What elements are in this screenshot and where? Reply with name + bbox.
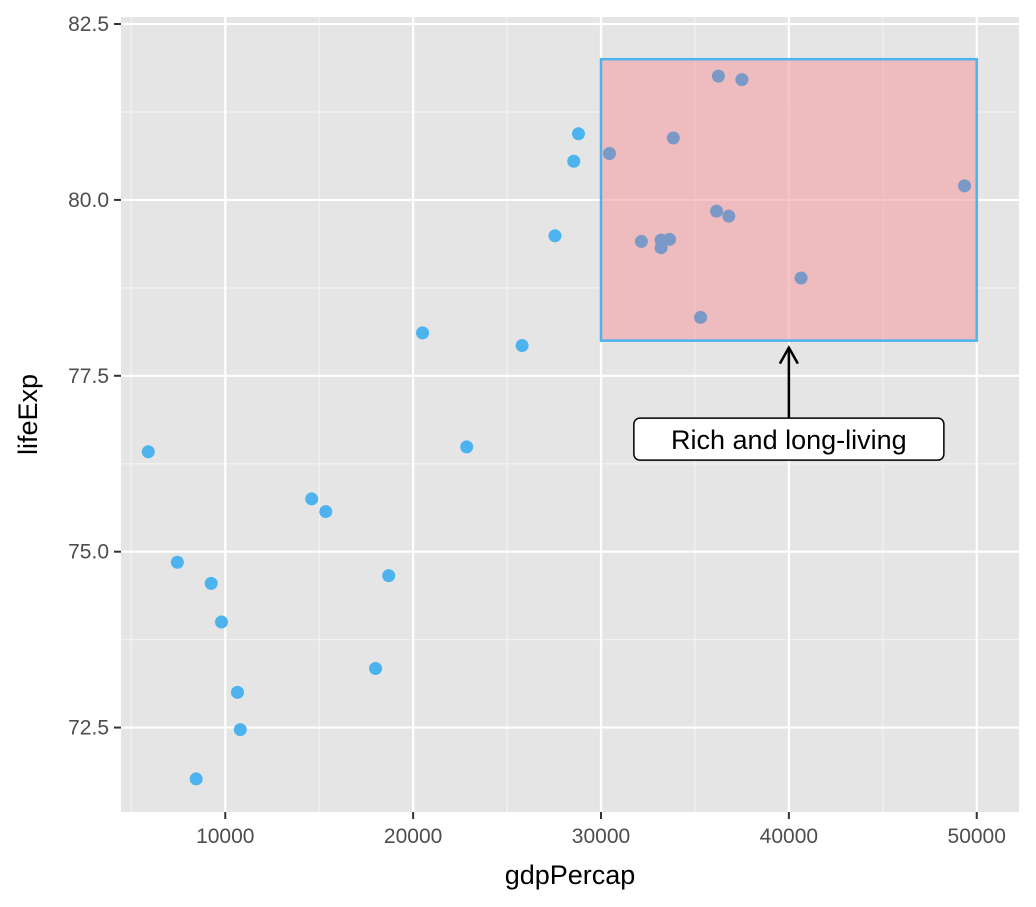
data-point: [305, 492, 319, 506]
axis-ticks: [114, 23, 978, 819]
y-tick-label: 77.5: [68, 365, 109, 388]
annotation-label-box: [633, 417, 945, 461]
data-point: [663, 232, 677, 246]
x-tick-label: 10000: [196, 825, 254, 848]
data-point: [230, 685, 244, 699]
data-point: [233, 723, 247, 737]
x-tick-label: 30000: [572, 825, 630, 848]
data-point: [602, 146, 616, 160]
major-gridlines: [121, 17, 1019, 812]
data-point: [319, 505, 333, 519]
data-point: [369, 661, 383, 675]
x-tick-labels: 10000 20000 30000 40000 50000: [196, 825, 1006, 848]
data-point: [416, 326, 430, 340]
data-point: [694, 310, 708, 324]
data-point: [567, 154, 581, 168]
y-tick-label: 82.5: [68, 13, 109, 36]
x-tick-label: 20000: [384, 825, 442, 848]
y-tick-label: 75.0: [68, 541, 109, 564]
data-point: [711, 69, 725, 83]
data-point: [571, 127, 585, 141]
x-tick-label: 50000: [948, 825, 1006, 848]
data-point: [722, 209, 736, 223]
data-point: [170, 555, 184, 569]
data-point: [204, 576, 218, 590]
x-tick-label: 40000: [760, 825, 818, 848]
data-point: [382, 569, 396, 583]
data-point: [460, 440, 474, 454]
data-point: [654, 241, 668, 255]
data-point: [215, 615, 229, 629]
data-point: [735, 73, 749, 87]
data-point: [710, 204, 724, 218]
data-point: [958, 179, 972, 193]
x-axis-title: gdpPercap: [505, 860, 636, 890]
highlight-rectangle: [599, 57, 978, 342]
data-point: [189, 772, 203, 786]
data-points: [141, 69, 972, 786]
data-point: [666, 131, 680, 145]
data-point: [515, 339, 529, 353]
y-tick-labels: 72.5 75.0 77.5 80.0 82.5: [68, 13, 109, 740]
annotation-label: Rich and long-living: [671, 425, 907, 455]
annotation-arrow-head: [778, 345, 799, 365]
data-point: [548, 229, 562, 243]
data-point: [794, 271, 808, 285]
y-tick-label: 80.0: [68, 189, 109, 212]
data-point: [141, 445, 155, 459]
y-axis-title: lifeExp: [13, 374, 43, 455]
data-point: [634, 234, 648, 248]
y-tick-label: 72.5: [68, 717, 109, 740]
annotation: Rich and long-living: [633, 345, 945, 461]
